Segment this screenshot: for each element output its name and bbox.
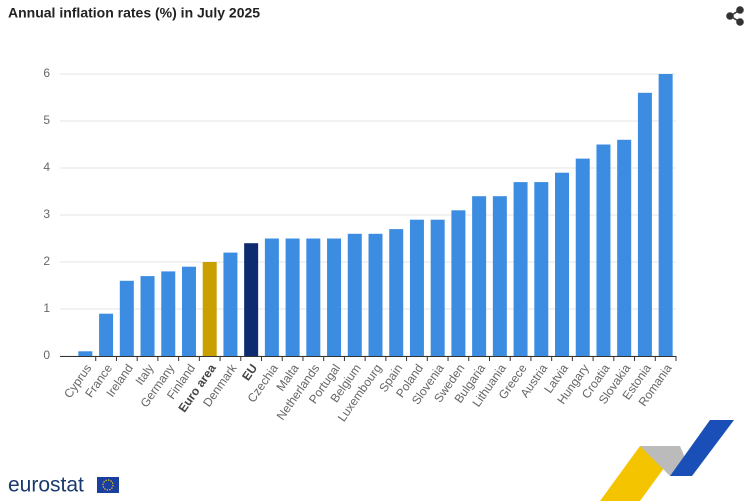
bar xyxy=(285,238,300,356)
bar xyxy=(99,313,114,356)
bar xyxy=(430,219,445,356)
bar xyxy=(389,229,404,356)
bar xyxy=(472,196,487,356)
decoration xyxy=(600,420,734,501)
bar xyxy=(368,233,383,356)
bar xyxy=(223,252,238,356)
y-tick-label: 2 xyxy=(43,254,50,268)
bar xyxy=(596,144,611,356)
bar xyxy=(140,276,155,356)
y-tick-label: 6 xyxy=(43,66,50,80)
bar xyxy=(513,182,528,356)
chart-title: Annual inflation rates (%) in July 2025 xyxy=(8,5,260,21)
bar xyxy=(617,139,632,356)
bar xyxy=(575,158,590,356)
bar xyxy=(264,238,279,356)
bar xyxy=(244,243,259,356)
bar xyxy=(534,182,549,356)
bar xyxy=(451,210,466,356)
logo-text: eurostat xyxy=(8,474,84,497)
bar xyxy=(327,238,342,356)
bar xyxy=(637,92,652,357)
bar xyxy=(202,262,217,356)
share-icon[interactable] xyxy=(726,6,744,26)
bar xyxy=(555,172,570,356)
bar xyxy=(78,351,93,356)
bar xyxy=(306,238,321,356)
y-tick-label: 3 xyxy=(43,207,50,221)
bar xyxy=(119,280,134,356)
bar xyxy=(347,233,362,356)
bar xyxy=(181,266,196,356)
bar xyxy=(492,196,507,356)
bar xyxy=(161,271,176,356)
y-tick-label: 4 xyxy=(43,160,50,174)
eu-stars xyxy=(102,479,114,491)
y-tick-label: 1 xyxy=(43,301,50,315)
eu-flag xyxy=(97,477,119,493)
y-tick-label: 5 xyxy=(43,113,50,127)
bar xyxy=(658,74,673,356)
y-tick-label: 0 xyxy=(43,348,50,362)
bar xyxy=(409,219,424,356)
